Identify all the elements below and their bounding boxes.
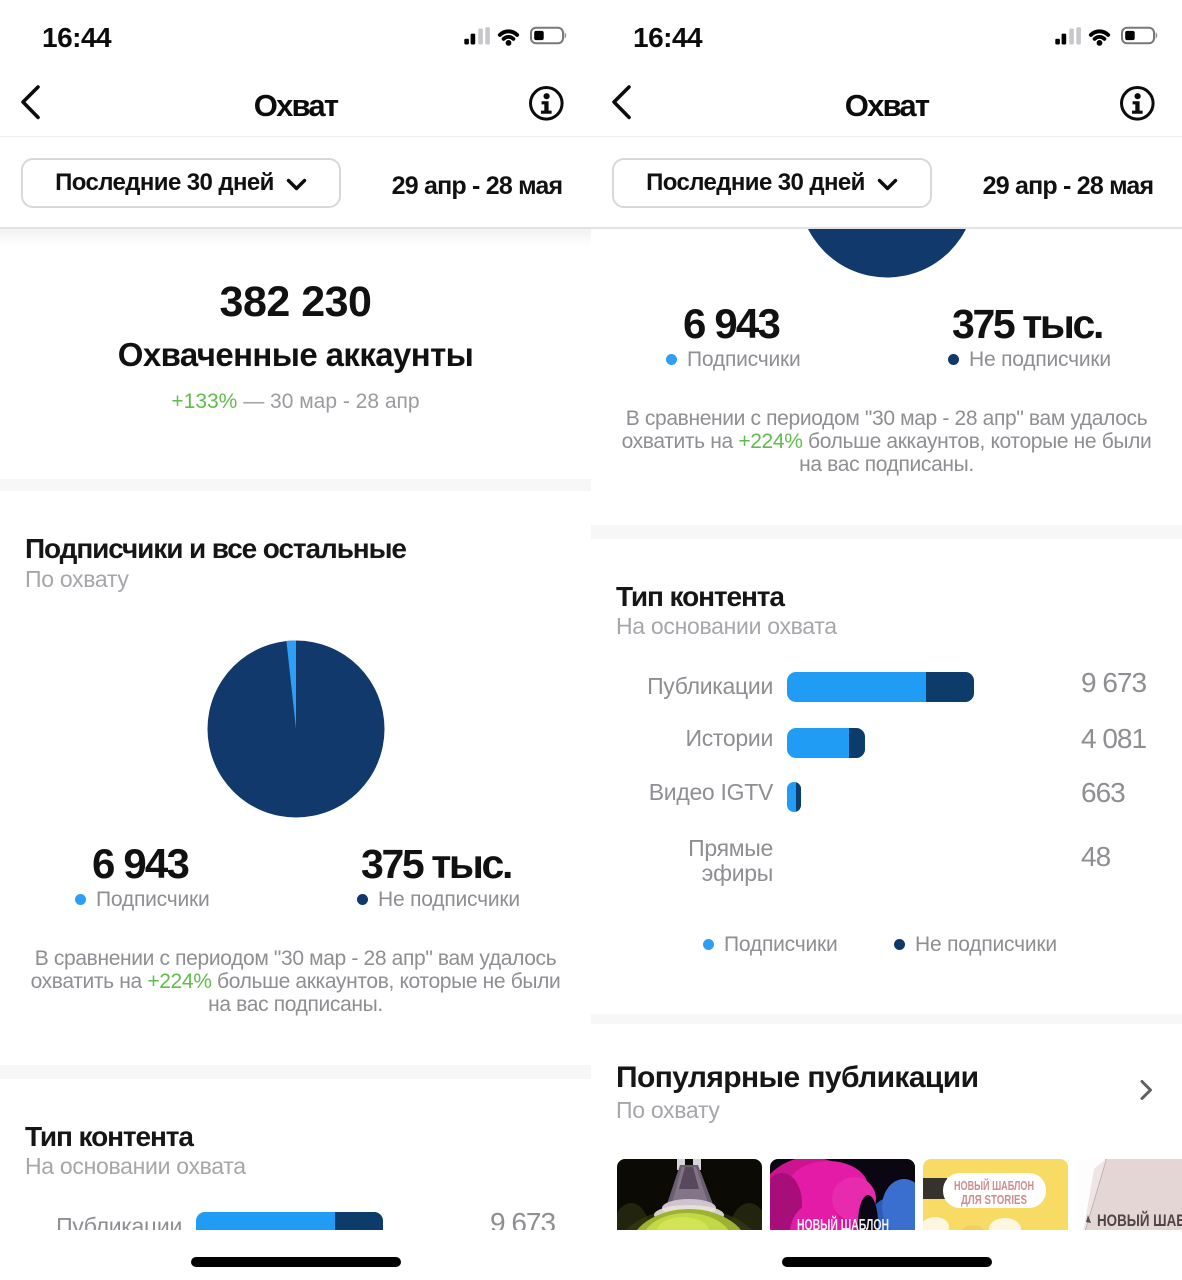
- svg-text:НОВЫЙ ШАБЛОН: НОВЫЙ ШАБЛОН: [797, 1215, 889, 1234]
- svg-text:ДЛЯ STORIES: ДЛЯ STORIES: [961, 1192, 1027, 1207]
- svg-text:НОВЫЙ ШАБЛОН: НОВЫЙ ШАБЛОН: [1097, 1211, 1182, 1230]
- svg-text:НОВЫЙ ШАБЛОН: НОВЫЙ ШАБЛОН: [954, 1178, 1034, 1193]
